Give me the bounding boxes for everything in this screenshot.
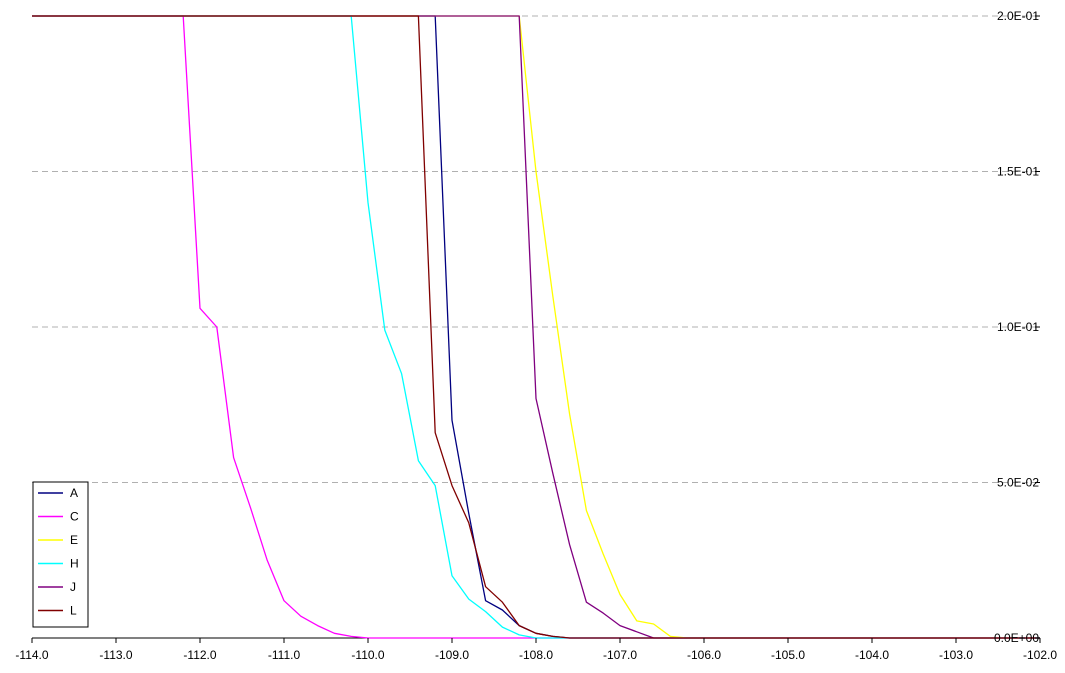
legend-label-j: J <box>70 580 76 594</box>
legend-box <box>32 481 89 628</box>
x-tick-label: -105.0 <box>771 648 805 662</box>
series-line-h <box>32 15 1040 639</box>
series-line-l <box>32 15 1040 639</box>
x-tick-label: -110.0 <box>351 648 384 662</box>
x-tick-label: -102.0 <box>1023 648 1057 662</box>
x-tick-label: -109.0 <box>435 648 469 662</box>
x-axis-ticks: -114.0 -113.0 -112.0 -111.0 -110.0 -109.0 -108… <box>15 638 1057 662</box>
x-tick-label: -112.0 <box>183 648 216 662</box>
legend-label-c: C <box>70 510 79 524</box>
series-line-j <box>32 15 1040 639</box>
y-tick-label: 5.0E-02 <box>997 476 1039 490</box>
gridlines <box>32 15 1040 483</box>
x-tick-label: -111.0 <box>268 648 301 662</box>
legend-label-e: E <box>70 533 78 547</box>
legend-label-h: H <box>70 557 79 571</box>
x-tick-label: -106.0 <box>687 648 721 662</box>
x-tick-label: -104.0 <box>855 648 889 662</box>
legend-label-l: L <box>70 604 77 618</box>
x-tick-label: -103.0 <box>939 648 973 662</box>
y-tick-label: 0.0E+00 <box>994 631 1039 645</box>
x-tick-label: -107.0 <box>603 648 637 662</box>
y-tick-label: 2.0E-01 <box>997 9 1039 23</box>
y-axis-ticks: 0.0E+00 5.0E-02 1.0E-01 1.5E-01 2.0E-01 <box>994 9 1040 645</box>
x-tick-label: -114.0 <box>15 648 48 662</box>
x-tick-label: -113.0 <box>99 648 132 662</box>
x-tick-label: -108.0 <box>519 648 553 662</box>
legend-label-a: A <box>70 486 78 500</box>
series-line-c <box>32 15 1040 639</box>
series-lines <box>32 15 1040 639</box>
y-tick-label: 1.0E-01 <box>997 320 1039 334</box>
series-line-e <box>32 15 1040 639</box>
y-tick-label: 1.5E-01 <box>997 165 1039 179</box>
